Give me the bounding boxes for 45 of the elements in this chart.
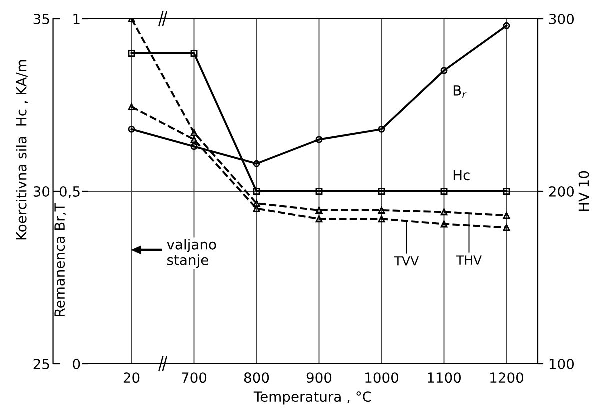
point [253, 160, 260, 168]
x-tick-label: 1200 [490, 372, 524, 384]
point [503, 224, 510, 232]
y3-axis-title: HV 10 [578, 171, 590, 212]
y3-tick-label: 200 [549, 186, 574, 197]
text: THV [456, 256, 482, 265]
point [440, 220, 448, 228]
point [440, 67, 448, 74]
point [190, 136, 198, 144]
y-tick-label: 30 [34, 186, 50, 197]
y2-tick-label: 0 [73, 358, 80, 370]
point [378, 216, 386, 223]
point [128, 104, 136, 110]
point [316, 136, 323, 144]
point [378, 207, 386, 214]
point [253, 205, 260, 212]
x-tick-label: 700 [182, 372, 207, 384]
x-tick-label: 1100 [428, 372, 461, 384]
series-label: B$_{r}$ [454, 86, 467, 98]
point [503, 212, 510, 220]
annotation: valjano stanje [167, 239, 216, 268]
x-tick-label: 20 [124, 372, 140, 384]
y-tick-label: 35 [34, 14, 50, 24]
y3-tick-label: 100 [550, 358, 574, 370]
point [190, 143, 198, 150]
x-axis-title: Temperatura , °C [254, 392, 372, 405]
x-tick-label: 900 [306, 372, 332, 384]
y3-tick-label: 300 [549, 14, 574, 24]
point [503, 22, 510, 30]
y-axis-title: Koercitivna sila Hc , KA/m [16, 60, 28, 240]
point [378, 126, 386, 133]
point [190, 129, 198, 136]
series-label: Hc [454, 170, 470, 181]
point [316, 216, 323, 223]
point [440, 208, 448, 216]
x-tick-label: 1000 [366, 372, 398, 384]
point [128, 126, 136, 133]
y2-tick-label: 0,5 [60, 186, 80, 198]
point [253, 200, 260, 208]
point [316, 207, 323, 214]
text: TVV [394, 256, 420, 266]
x-tick-label: 800 [244, 372, 270, 384]
y2-tick-label: 1 [74, 14, 80, 24]
y2-axis-title: Remanenca Br,T [54, 203, 66, 316]
y-tick-label: 25 [34, 358, 50, 370]
